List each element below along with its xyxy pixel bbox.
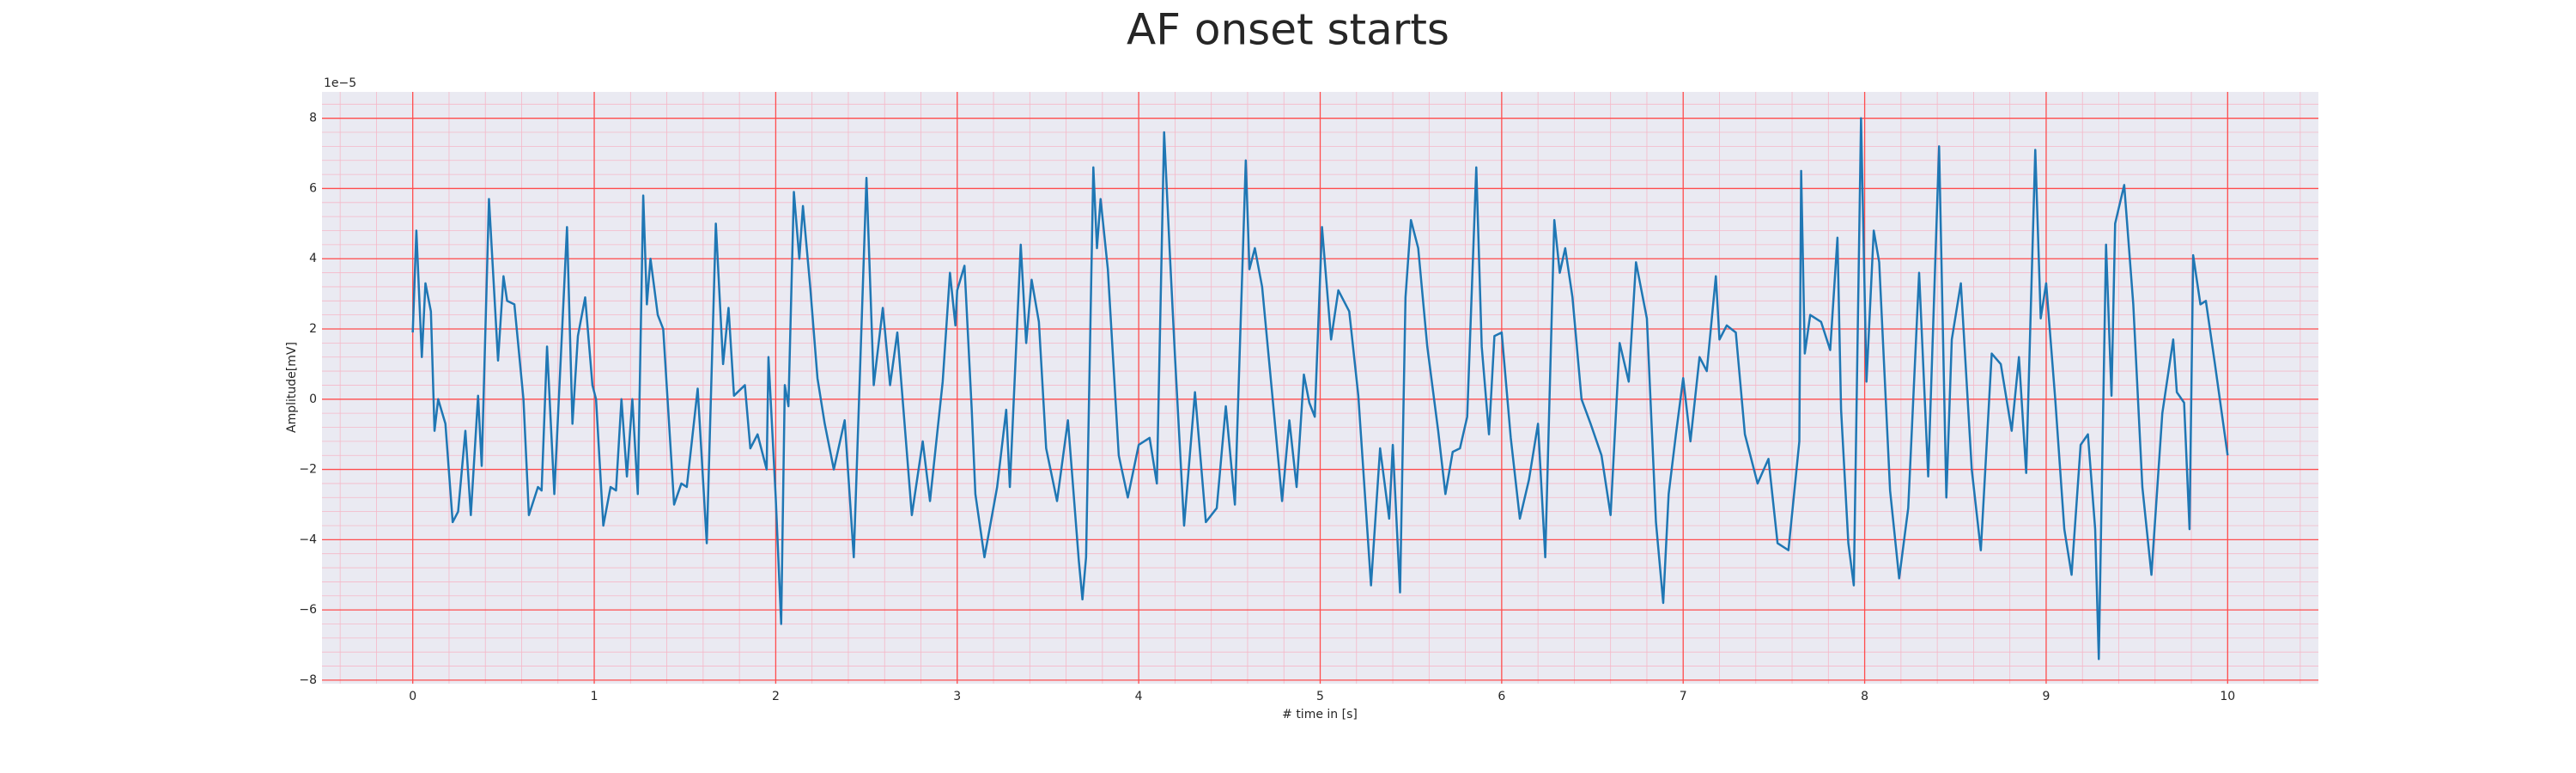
y-tick-label: 6 <box>309 181 317 195</box>
x-tick-label: 8 <box>1861 690 1868 703</box>
y-tick-label: −6 <box>299 603 317 617</box>
series-line <box>411 117 2229 660</box>
chart-title: AF onset starts <box>1127 5 1449 55</box>
x-tick-label: 4 <box>1135 690 1143 703</box>
x-tick-label: 0 <box>409 690 416 703</box>
y-tick-label: −2 <box>299 463 317 477</box>
y-tick-label: 8 <box>309 112 317 125</box>
x-tick-label: 1 <box>591 690 598 703</box>
y-tick-label: 2 <box>309 322 317 336</box>
x-tick-label: 6 <box>1498 690 1505 703</box>
y-offset-label: 1e−5 <box>324 76 356 90</box>
y-tick-label: 0 <box>309 393 317 406</box>
y-tick-label: −8 <box>299 673 317 687</box>
y-tick-label: −4 <box>299 533 317 546</box>
y-tick-label: 4 <box>309 252 317 265</box>
x-axis-label: # time in [s] <box>1282 708 1358 721</box>
y-axis-label: Amplitude[mV] <box>285 342 299 433</box>
x-tick-label: 7 <box>1680 690 1687 703</box>
x-tick-label: 3 <box>953 690 961 703</box>
x-tick-label: 5 <box>1316 690 1324 703</box>
x-tick-label: 9 <box>2042 690 2050 703</box>
x-tick-label: 10 <box>2220 690 2235 703</box>
x-tick-label: 2 <box>772 690 780 703</box>
